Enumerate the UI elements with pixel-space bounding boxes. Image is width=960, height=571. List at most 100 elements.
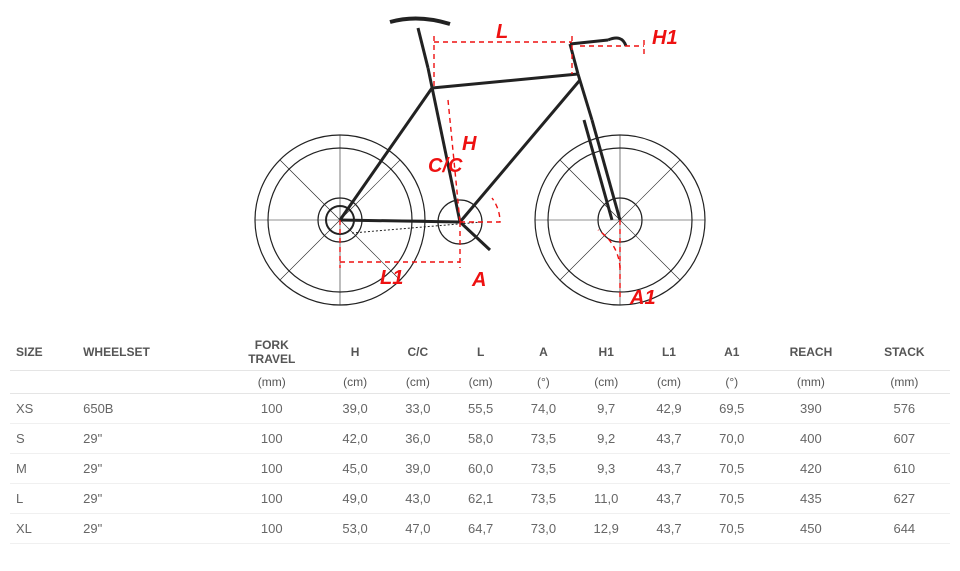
table-cell: 29" xyxy=(79,424,220,454)
table-cell: 39,0 xyxy=(324,394,387,424)
table-cell: 450 xyxy=(763,514,858,544)
table-cell: 29" xyxy=(79,484,220,514)
table-cell: 70,5 xyxy=(700,514,763,544)
table-cell: 55,5 xyxy=(449,394,512,424)
table-cell: 45,0 xyxy=(324,454,387,484)
col-header: L1 xyxy=(638,330,701,371)
table-cell: 100 xyxy=(220,424,324,454)
table-cell: 53,0 xyxy=(324,514,387,544)
table-cell: 420 xyxy=(763,454,858,484)
col-unit xyxy=(10,371,79,394)
table-cell: 607 xyxy=(859,424,950,454)
table-cell: 64,7 xyxy=(449,514,512,544)
table-cell: 73,0 xyxy=(512,514,575,544)
dim-label-H: H xyxy=(462,133,477,155)
dim-label-L: L xyxy=(496,21,508,43)
col-header: STACK xyxy=(859,330,950,371)
col-header: FORKTRAVEL xyxy=(220,330,324,371)
table-cell: 70,5 xyxy=(700,454,763,484)
table-cell: 644 xyxy=(859,514,950,544)
col-header: REACH xyxy=(763,330,858,371)
table-cell: 43,0 xyxy=(386,484,449,514)
col-header: L xyxy=(449,330,512,371)
table-cell: 39,0 xyxy=(386,454,449,484)
table-cell: 42,9 xyxy=(638,394,701,424)
dim-label-L1: L1 xyxy=(380,267,403,289)
col-unit: (°) xyxy=(512,371,575,394)
geometry-diagram: L H1 H C/C L1 A A1 xyxy=(200,0,760,320)
table-row: M29"10045,039,060,073,59,343,770,5420610 xyxy=(10,454,950,484)
table-row: XL29"10053,047,064,773,012,943,770,54506… xyxy=(10,514,950,544)
col-header: A1 xyxy=(700,330,763,371)
table-cell: 100 xyxy=(220,484,324,514)
table-cell: 100 xyxy=(220,454,324,484)
table-cell: 73,5 xyxy=(512,484,575,514)
table-cell: 9,2 xyxy=(575,424,638,454)
col-unit: (cm) xyxy=(575,371,638,394)
table-cell: 60,0 xyxy=(449,454,512,484)
table-cell: 62,1 xyxy=(449,484,512,514)
table-cell: M xyxy=(10,454,79,484)
table-cell: 70,5 xyxy=(700,484,763,514)
table-cell: XL xyxy=(10,514,79,544)
table-cell: 74,0 xyxy=(512,394,575,424)
table-cell: 29" xyxy=(79,514,220,544)
table-row: XS650B10039,033,055,574,09,742,969,53905… xyxy=(10,394,950,424)
table-cell: 33,0 xyxy=(386,394,449,424)
table-cell: 73,5 xyxy=(512,454,575,484)
table-cell: 73,5 xyxy=(512,424,575,454)
table-cell: 58,0 xyxy=(449,424,512,454)
table-cell: 9,3 xyxy=(575,454,638,484)
table-cell: 390 xyxy=(763,394,858,424)
table-cell: 627 xyxy=(859,484,950,514)
dim-label-A1: A1 xyxy=(629,287,656,309)
geometry-table: SIZEWHEELSETFORKTRAVELHC/CLAH1L1A1REACHS… xyxy=(10,330,950,544)
table-cell: 49,0 xyxy=(324,484,387,514)
table-cell: 69,5 xyxy=(700,394,763,424)
table-cell: 47,0 xyxy=(386,514,449,544)
col-unit: (mm) xyxy=(859,371,950,394)
table-header-row: SIZEWHEELSETFORKTRAVELHC/CLAH1L1A1REACHS… xyxy=(10,330,950,371)
table-cell: 576 xyxy=(859,394,950,424)
table-cell: 43,7 xyxy=(638,454,701,484)
col-header: WHEELSET xyxy=(79,330,220,371)
col-header: A xyxy=(512,330,575,371)
col-unit: (cm) xyxy=(449,371,512,394)
table-cell: 435 xyxy=(763,484,858,514)
col-header: C/C xyxy=(386,330,449,371)
table-cell: 42,0 xyxy=(324,424,387,454)
table-cell: 100 xyxy=(220,394,324,424)
col-unit: (°) xyxy=(700,371,763,394)
table-units-row: (mm)(cm)(cm)(cm)(°)(cm)(cm)(°)(mm)(mm) xyxy=(10,371,950,394)
dim-label-H1: H1 xyxy=(652,27,678,49)
table-cell: S xyxy=(10,424,79,454)
table-row: L29"10049,043,062,173,511,043,770,543562… xyxy=(10,484,950,514)
col-unit: (mm) xyxy=(763,371,858,394)
col-header: SIZE xyxy=(10,330,79,371)
table-cell: 43,7 xyxy=(638,514,701,544)
table-cell: 650B xyxy=(79,394,220,424)
table-cell: XS xyxy=(10,394,79,424)
table-cell: 36,0 xyxy=(386,424,449,454)
table-cell: 70,0 xyxy=(700,424,763,454)
table-cell: 9,7 xyxy=(575,394,638,424)
col-header: H1 xyxy=(575,330,638,371)
table-cell: L xyxy=(10,484,79,514)
dim-label-A: A xyxy=(471,269,486,291)
col-unit xyxy=(79,371,220,394)
table-body: XS650B10039,033,055,574,09,742,969,53905… xyxy=(10,394,950,544)
table-cell: 43,7 xyxy=(638,424,701,454)
col-unit: (mm) xyxy=(220,371,324,394)
col-unit: (cm) xyxy=(638,371,701,394)
table-row: S29"10042,036,058,073,59,243,770,0400607 xyxy=(10,424,950,454)
table-cell: 29" xyxy=(79,454,220,484)
dim-label-CC: C/C xyxy=(428,155,463,177)
table-cell: 43,7 xyxy=(638,484,701,514)
table-cell: 12,9 xyxy=(575,514,638,544)
table-cell: 400 xyxy=(763,424,858,454)
table-cell: 100 xyxy=(220,514,324,544)
col-unit: (cm) xyxy=(386,371,449,394)
table-cell: 11,0 xyxy=(575,484,638,514)
col-unit: (cm) xyxy=(324,371,387,394)
table-cell: 610 xyxy=(859,454,950,484)
